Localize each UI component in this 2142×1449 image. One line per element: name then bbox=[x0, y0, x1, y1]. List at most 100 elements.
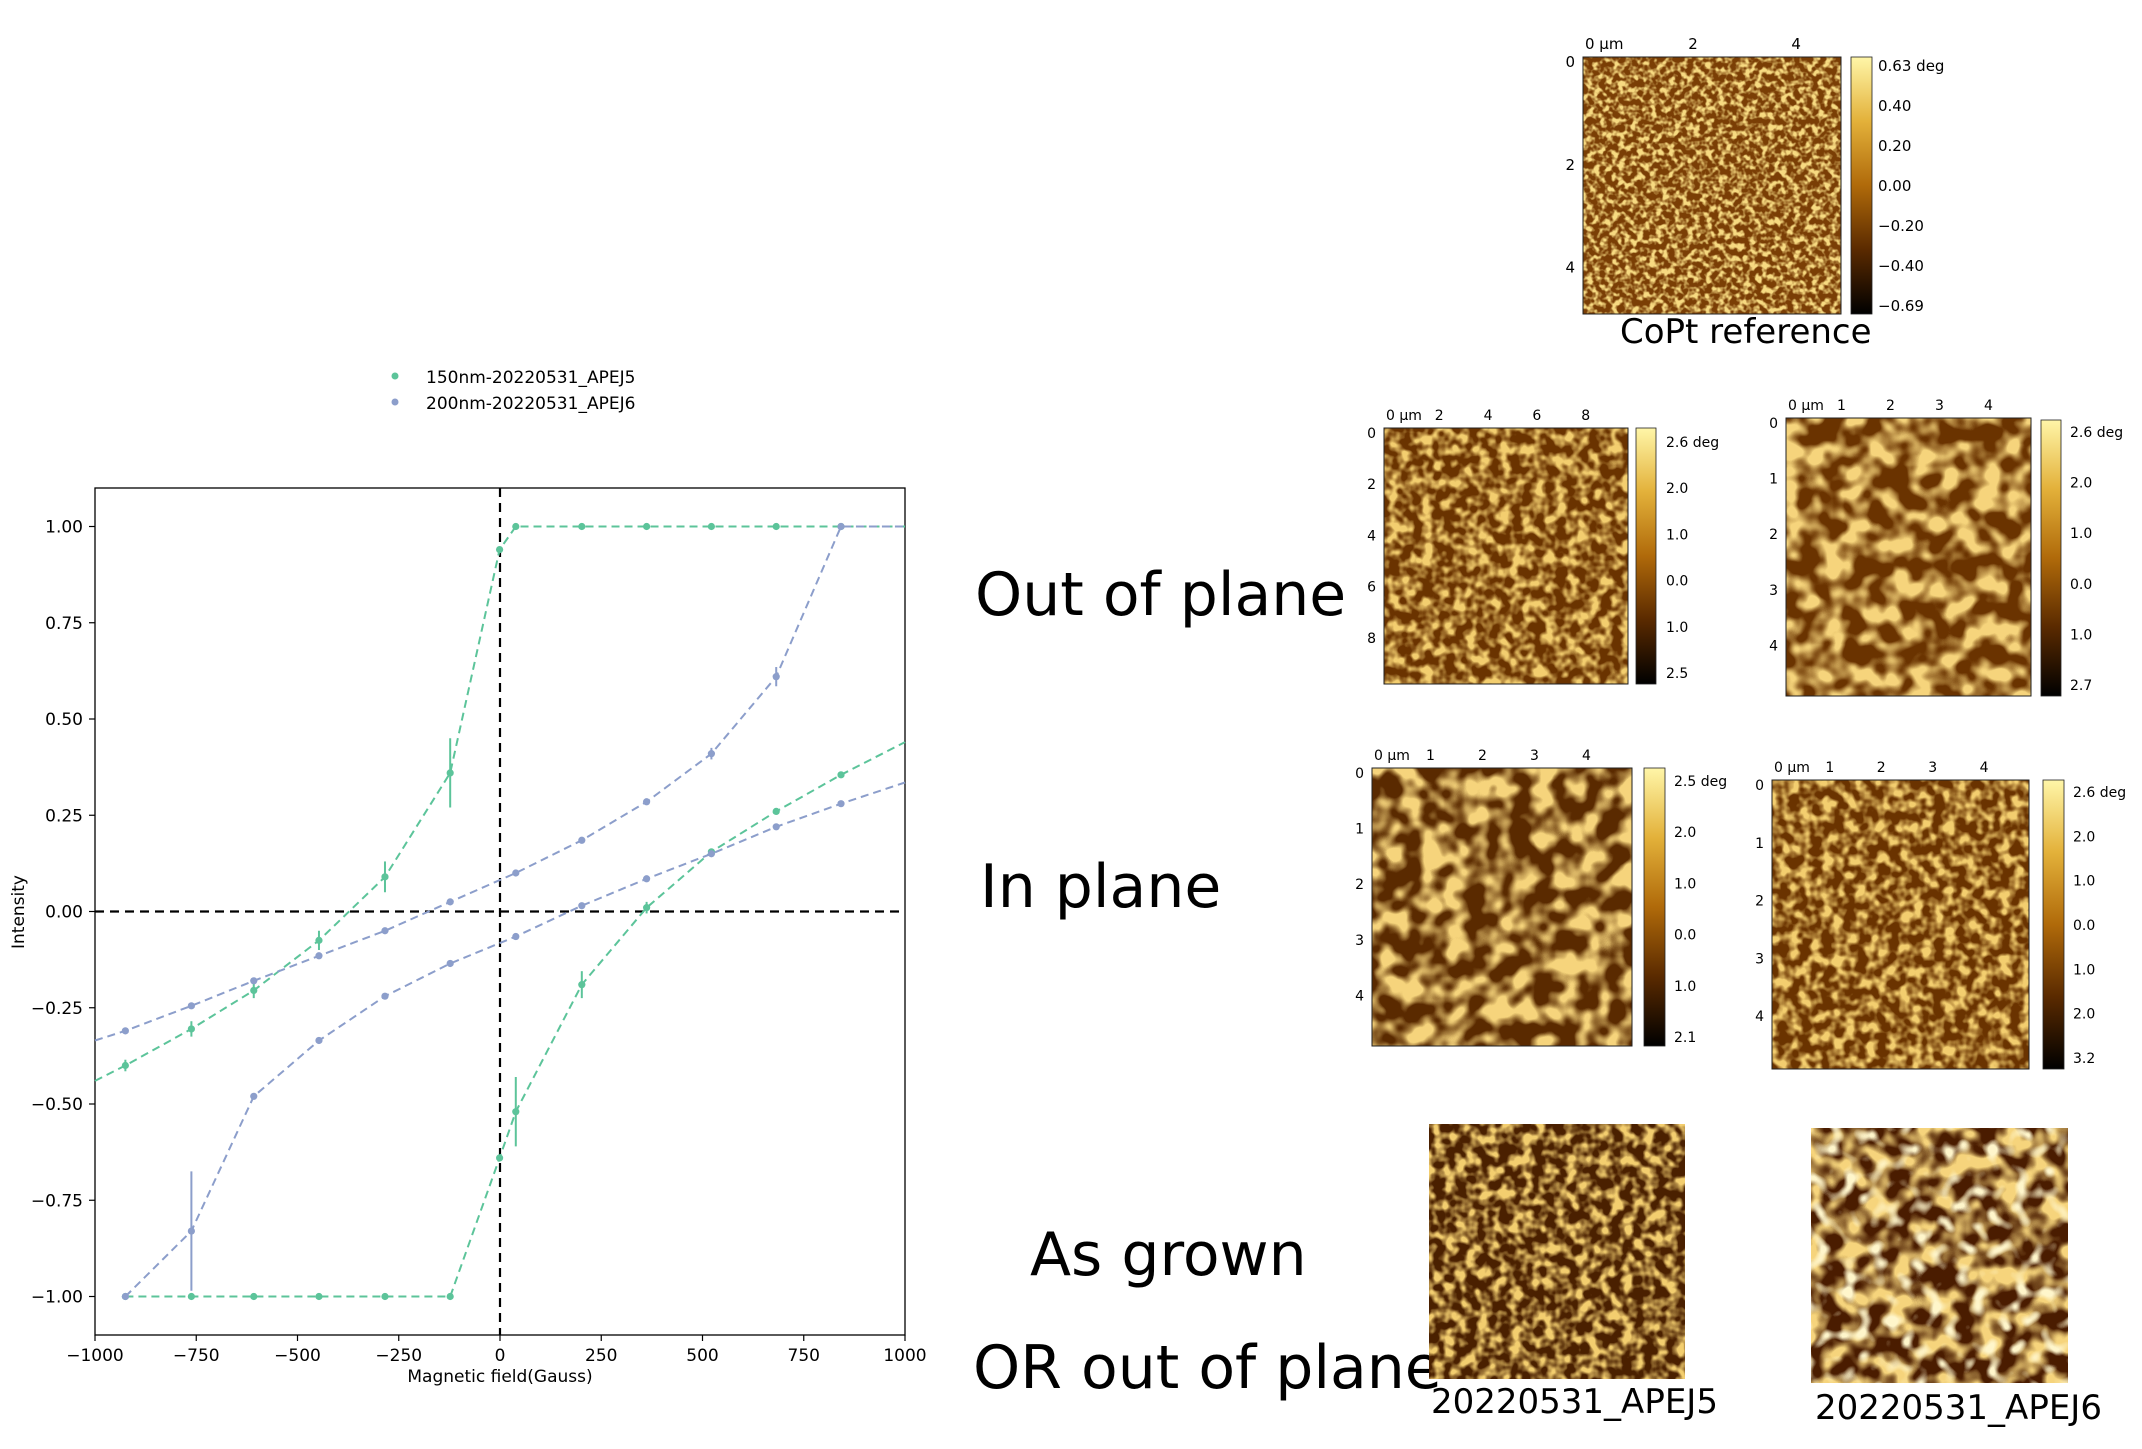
data-point bbox=[446, 1292, 454, 1301]
ip-right-colorbar-label: 2.0 bbox=[2073, 1007, 2095, 1023]
label-as-grown: As grown bbox=[1030, 1220, 1307, 1290]
data-point bbox=[512, 522, 520, 531]
ip-right-x-tick: 3 bbox=[1928, 760, 1937, 776]
ip-right-y-tick: 3 bbox=[1755, 951, 1764, 967]
oop-right-y-tick: 2 bbox=[1769, 527, 1778, 543]
ip-left-x-tick: 1 bbox=[1426, 748, 1435, 764]
ip-left-x-tick: 2 bbox=[1478, 748, 1487, 764]
hysteresis-chart: 150nm-20220531_APEJ5 200nm-20220531_APEJ… bbox=[9, 368, 927, 1387]
reference-panel-x-tick: 4 bbox=[1791, 35, 1801, 53]
ip-right-y-tick: 1 bbox=[1755, 836, 1764, 852]
oop-left-y-tick: 4 bbox=[1367, 528, 1376, 544]
data-point bbox=[512, 869, 520, 877]
ip-right-colorbar-label: 2.0 bbox=[2073, 829, 2095, 845]
y-tick-label: 0.50 bbox=[45, 710, 83, 730]
label-or-out-of-plane: OR out of plane bbox=[973, 1333, 1442, 1403]
ip-left-y-tick: 3 bbox=[1355, 933, 1364, 949]
oop-right-panel bbox=[1785, 417, 2062, 697]
oop-right-y-tick: 1 bbox=[1769, 472, 1778, 488]
data-point bbox=[495, 1154, 504, 1162]
oop-right-y-tick: 3 bbox=[1769, 583, 1778, 599]
chart-legend: 150nm-20220531_APEJ5 200nm-20220531_APEJ… bbox=[391, 368, 635, 414]
copt-reference-caption: CoPt reference bbox=[1620, 312, 1872, 352]
data-point bbox=[772, 823, 780, 831]
data-point bbox=[315, 1036, 323, 1045]
as-grown-right-caption: 20220531_APEJ6 bbox=[1815, 1388, 2102, 1428]
x-tick-label: 250 bbox=[585, 1346, 617, 1366]
oop-left-colorbar-label: 1.0 bbox=[1666, 620, 1688, 636]
reference-panel-x-tick: 0 µm bbox=[1585, 35, 1623, 53]
series-2-branch-2 bbox=[124, 781, 906, 1298]
data-point bbox=[578, 522, 586, 531]
data-point bbox=[837, 800, 845, 808]
data-point bbox=[643, 798, 651, 806]
legend-marker-series-1 bbox=[391, 372, 399, 380]
data-point bbox=[381, 1292, 389, 1301]
oop-left-colorbar-label: 0.0 bbox=[1666, 574, 1688, 590]
as-grown-right-image bbox=[1811, 1128, 2068, 1383]
ip-left-colorbar-label: 1.0 bbox=[1674, 979, 1696, 995]
oop-left-y-tick: 8 bbox=[1367, 631, 1376, 647]
oop-left-y-tick: 0 bbox=[1367, 426, 1376, 442]
series-2-branch-1 bbox=[94, 525, 905, 1042]
ip-left-x-tick: 3 bbox=[1530, 748, 1539, 764]
ip-right-x-tick: 2 bbox=[1877, 760, 1886, 776]
data-point bbox=[643, 875, 651, 883]
oop-right-colorbar-label: 1.0 bbox=[2070, 627, 2092, 643]
label-in-plane: In plane bbox=[980, 852, 1222, 922]
data-point bbox=[250, 1292, 258, 1301]
x-tick-label: 750 bbox=[788, 1346, 820, 1366]
oop-right-x-tick: 2 bbox=[1886, 398, 1895, 414]
reference-panel-colorbar-label: 0.20 bbox=[1878, 137, 1911, 155]
oop-left-colorbar-label: 1.0 bbox=[1666, 527, 1688, 543]
ip-right-x-tick: 0 µm bbox=[1774, 760, 1810, 776]
data-point bbox=[315, 1292, 323, 1301]
y-axis-label: Intensity bbox=[9, 875, 29, 949]
y-tick-label: −0.50 bbox=[31, 1095, 83, 1115]
oop-right-y-tick: 0 bbox=[1769, 416, 1778, 432]
data-point bbox=[315, 952, 323, 960]
reference-panel-y-tick: 2 bbox=[1565, 156, 1575, 174]
data-point bbox=[643, 522, 651, 531]
x-tick-label: 500 bbox=[686, 1346, 718, 1366]
reference-lines bbox=[95, 488, 905, 1335]
oop-left-x-tick: 0 µm bbox=[1386, 408, 1422, 424]
y-tick-label: −1.00 bbox=[31, 1288, 83, 1308]
ip-left-colorbar-label: 2.1 bbox=[1674, 1030, 1696, 1046]
reference-panel-x-tick: 2 bbox=[1688, 35, 1698, 53]
oop-right-x-tick: 1 bbox=[1837, 398, 1846, 414]
ip-right-y-tick: 0 bbox=[1755, 778, 1764, 794]
ip-left-y-tick: 2 bbox=[1355, 877, 1364, 893]
oop-right-colorbar-label: 2.0 bbox=[2070, 476, 2092, 492]
data-point bbox=[578, 902, 586, 910]
data-point bbox=[772, 522, 780, 531]
as-grown-left-caption: 20220531_APEJ5 bbox=[1431, 1382, 1718, 1422]
data-point bbox=[121, 1292, 129, 1301]
ip-left-x-tick: 4 bbox=[1582, 748, 1591, 764]
series-2 bbox=[94, 522, 906, 1301]
ip-left-colorbar-label: 2.5 deg bbox=[1674, 774, 1727, 790]
data-point bbox=[772, 807, 780, 816]
y-tick-label: −0.75 bbox=[31, 1191, 83, 1211]
reference-panel-colorbar-label: 0.63 deg bbox=[1878, 57, 1944, 75]
ip-left-y-tick: 4 bbox=[1355, 988, 1364, 1004]
oop-left-x-tick: 6 bbox=[1532, 408, 1541, 424]
reference-panel-colorbar-label: 0.40 bbox=[1878, 97, 1911, 115]
series-layer bbox=[94, 522, 906, 1301]
y-tick-label: 0.25 bbox=[45, 806, 83, 826]
oop-left-colorbar-label: 2.0 bbox=[1666, 481, 1688, 497]
data-point bbox=[446, 898, 454, 906]
data-point bbox=[381, 992, 389, 1000]
legend-marker-series-2 bbox=[391, 398, 399, 406]
data-point bbox=[121, 1027, 129, 1035]
ip-left-colorbar-label: 1.0 bbox=[1674, 876, 1696, 892]
data-point bbox=[578, 836, 586, 844]
ip-left-colorbar-label: 2.0 bbox=[1674, 825, 1696, 841]
y-tick-label: 0.00 bbox=[45, 903, 83, 923]
ip-right-colorbar-label: 1.0 bbox=[2073, 874, 2095, 890]
oop-right-x-tick: 3 bbox=[1935, 398, 1944, 414]
oop-right-colorbar-label: 2.7 bbox=[2070, 678, 2092, 694]
ip-right-x-tick: 4 bbox=[1980, 760, 1989, 776]
y-tick-label: −0.25 bbox=[31, 999, 83, 1019]
x-tick-label: −1000 bbox=[66, 1346, 124, 1366]
